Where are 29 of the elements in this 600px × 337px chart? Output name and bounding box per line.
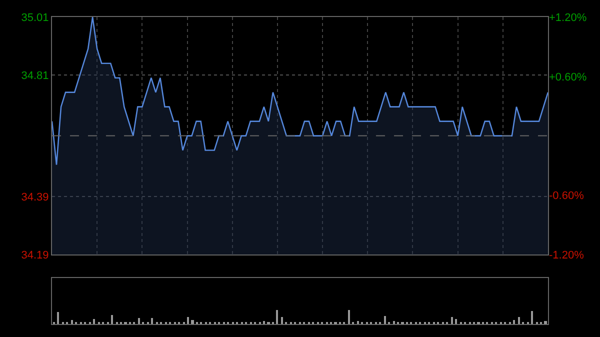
bar	[513, 320, 515, 324]
bar	[191, 320, 194, 324]
bar	[531, 311, 533, 324]
y-tick-label: 34.81	[21, 70, 49, 82]
y2-tick-label: +1.20%	[549, 12, 587, 24]
y2-tick-label: -1.20%	[549, 249, 584, 262]
bar	[393, 321, 395, 324]
bar	[518, 317, 520, 324]
y-tick-label: 34.19	[21, 249, 49, 262]
bar	[544, 321, 547, 324]
y2-tick-label: +0.60%	[549, 71, 587, 84]
y-tick-label: 34.39	[21, 191, 49, 204]
y2-tick-label: -0.60%	[549, 190, 584, 202]
bar	[57, 312, 59, 324]
bar	[455, 319, 457, 324]
bar	[111, 315, 113, 324]
bar	[384, 316, 386, 324]
bar	[263, 321, 265, 324]
bar	[281, 317, 283, 324]
bar	[348, 310, 350, 324]
bar	[357, 321, 359, 324]
y-tick-label: 35.01	[21, 12, 49, 24]
bar	[71, 320, 73, 324]
bar	[451, 317, 453, 324]
bar	[138, 318, 140, 324]
bar	[187, 317, 189, 324]
bar	[151, 318, 153, 324]
bar	[93, 319, 95, 324]
bar	[276, 310, 278, 324]
